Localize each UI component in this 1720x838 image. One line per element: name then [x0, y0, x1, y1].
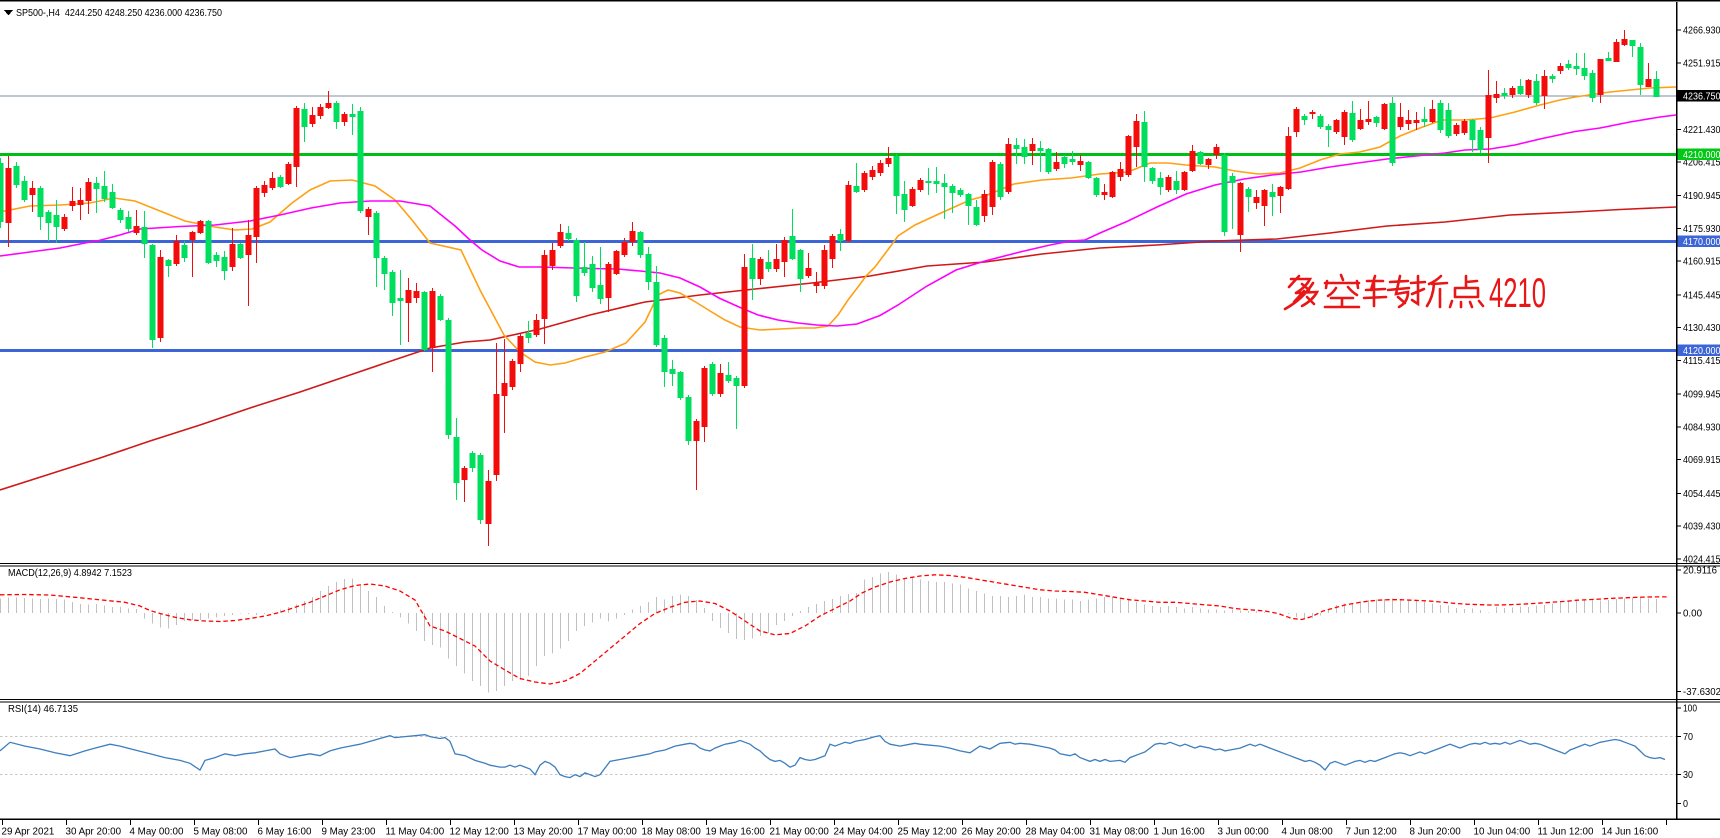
svg-text:4190.945: 4190.945 [1683, 191, 1720, 202]
svg-text:9 May 23:00: 9 May 23:00 [322, 827, 376, 838]
svg-text:18 May 08:00: 18 May 08:00 [642, 827, 702, 838]
svg-text:4210: 4210 [1489, 269, 1546, 316]
svg-text:4069.915: 4069.915 [1683, 455, 1720, 466]
svg-text:7 Jun 12:00: 7 Jun 12:00 [1346, 827, 1398, 838]
svg-text:4 May 00:00: 4 May 00:00 [130, 827, 184, 838]
svg-text:4054.445: 4054.445 [1683, 489, 1720, 500]
svg-text:4221.430: 4221.430 [1683, 125, 1720, 136]
svg-text:8 Jun 20:00: 8 Jun 20:00 [1410, 827, 1462, 838]
svg-text:31 May 08:00: 31 May 08:00 [1090, 827, 1150, 838]
svg-text:10 Jun 04:00: 10 Jun 04:00 [1474, 827, 1531, 838]
svg-text:MACD(12,26,9) 4.8942 7.1523: MACD(12,26,9) 4.8942 7.1523 [8, 568, 132, 579]
svg-text:SP500-,H4 4244.250 4248.250 4: SP500-,H4 4244.250 4248.250 4236.000 423… [16, 7, 222, 19]
svg-text:4 Jun 08:00: 4 Jun 08:00 [1282, 827, 1334, 838]
svg-text:4024.415: 4024.415 [1683, 554, 1720, 565]
svg-text:4130.430: 4130.430 [1683, 323, 1720, 334]
svg-text:4266.930: 4266.930 [1683, 26, 1720, 37]
svg-text:6 May 16:00: 6 May 16:00 [258, 827, 312, 838]
svg-text:0: 0 [1683, 799, 1689, 810]
svg-text:4084.930: 4084.930 [1683, 422, 1720, 433]
svg-text:4251.915: 4251.915 [1683, 58, 1720, 69]
svg-text:3 Jun 00:00: 3 Jun 00:00 [1218, 827, 1270, 838]
svg-text:30 Apr 20:00: 30 Apr 20:00 [66, 827, 122, 838]
svg-text:19 May 16:00: 19 May 16:00 [706, 827, 766, 838]
svg-text:0.00: 0.00 [1683, 609, 1703, 620]
svg-text:29 Apr 2021: 29 Apr 2021 [2, 827, 55, 838]
svg-text:4175.930: 4175.930 [1683, 224, 1720, 235]
svg-text:12 May 12:00: 12 May 12:00 [450, 827, 510, 838]
svg-text:4206.415: 4206.415 [1683, 158, 1720, 169]
svg-text:26 May 20:00: 26 May 20:00 [962, 827, 1022, 838]
svg-text:11 Jun 12:00: 11 Jun 12:00 [1538, 827, 1594, 838]
svg-text:4170.000: 4170.000 [1683, 237, 1720, 248]
svg-text:4115.415: 4115.415 [1683, 356, 1720, 367]
svg-text:4120.000: 4120.000 [1683, 346, 1720, 357]
svg-text:4039.430: 4039.430 [1683, 522, 1720, 533]
svg-text:5 May 08:00: 5 May 08:00 [194, 827, 248, 838]
svg-text:25 May 12:00: 25 May 12:00 [898, 827, 958, 838]
svg-text:4210.000: 4210.000 [1683, 150, 1720, 161]
svg-text:28 May 04:00: 28 May 04:00 [1026, 827, 1086, 838]
svg-text:1 Jun 16:00: 1 Jun 16:00 [1154, 827, 1206, 838]
svg-text:30: 30 [1683, 770, 1693, 781]
svg-text:14 Jun 16:00: 14 Jun 16:00 [1602, 827, 1659, 838]
svg-text:-37.6302: -37.6302 [1683, 687, 1720, 698]
svg-text:11 May 04:00: 11 May 04:00 [386, 827, 445, 838]
svg-text:4099.945: 4099.945 [1683, 390, 1720, 401]
svg-text:4236.750: 4236.750 [1683, 92, 1720, 103]
svg-text:4160.915: 4160.915 [1683, 257, 1720, 268]
svg-text:21 May 00:00: 21 May 00:00 [770, 827, 830, 838]
svg-text:RSI(14) 46.7135: RSI(14) 46.7135 [8, 704, 78, 715]
svg-text:20.9116: 20.9116 [1683, 566, 1718, 577]
svg-text:4145.445: 4145.445 [1683, 290, 1720, 301]
svg-text:13 May 20:00: 13 May 20:00 [514, 827, 574, 838]
svg-text:24 May 04:00: 24 May 04:00 [834, 827, 894, 838]
svg-text:70: 70 [1683, 732, 1693, 743]
svg-text:100: 100 [1683, 704, 1697, 715]
svg-text:17 May 00:00: 17 May 00:00 [578, 827, 638, 838]
